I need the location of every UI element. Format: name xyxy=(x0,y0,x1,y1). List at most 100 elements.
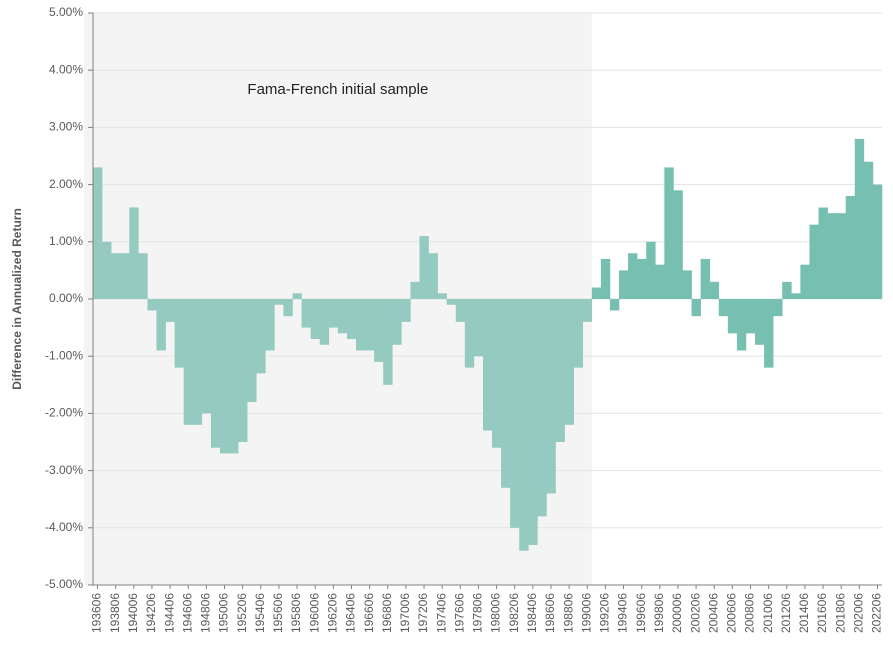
bar xyxy=(800,264,810,299)
bar xyxy=(773,299,783,317)
bar xyxy=(165,299,175,322)
bar xyxy=(455,299,466,322)
x-tick-label: 198606 xyxy=(543,593,557,633)
bar xyxy=(673,190,683,299)
bar xyxy=(628,253,638,299)
bar xyxy=(863,161,874,299)
x-tick-label: 196606 xyxy=(362,593,376,633)
bar xyxy=(138,253,148,299)
bar xyxy=(256,299,266,374)
bar xyxy=(836,213,847,299)
x-tick-label: 195806 xyxy=(289,593,303,633)
x-tick-label: 198806 xyxy=(561,593,575,633)
x-tick-label: 201206 xyxy=(779,593,793,633)
bar xyxy=(736,299,747,351)
bar xyxy=(510,299,520,528)
bar xyxy=(401,299,411,322)
bar xyxy=(446,299,457,305)
x-tick-label: 200606 xyxy=(725,593,739,633)
bar xyxy=(519,299,529,551)
bar xyxy=(129,207,139,299)
bar xyxy=(764,299,774,368)
y-tick-label: 0.00% xyxy=(49,291,83,305)
bar xyxy=(619,270,629,299)
x-tick-label: 196206 xyxy=(325,593,339,633)
x-tick-label: 197006 xyxy=(398,593,412,633)
y-tick-label: 2.00% xyxy=(49,177,83,191)
bar xyxy=(555,299,565,442)
x-tick-label: 193806 xyxy=(108,593,122,633)
bar xyxy=(346,299,357,340)
bar xyxy=(319,299,330,345)
bar xyxy=(564,299,574,425)
bar xyxy=(727,299,738,334)
y-tick-label: 5.00% xyxy=(49,5,83,19)
bar xyxy=(646,241,656,299)
bar xyxy=(265,299,275,351)
bar xyxy=(229,299,239,454)
y-tick-label: -5.00% xyxy=(45,577,83,591)
bar xyxy=(745,299,756,334)
bar xyxy=(183,299,194,425)
bar xyxy=(310,299,321,340)
x-tick-label: 197206 xyxy=(416,593,430,633)
bar xyxy=(682,270,692,299)
bar xyxy=(156,299,166,351)
bar xyxy=(482,299,493,431)
x-tick-label: 200206 xyxy=(688,593,702,633)
x-tick-label: 195406 xyxy=(253,593,267,633)
bar xyxy=(383,299,393,385)
x-tick-label: 201806 xyxy=(833,593,847,633)
bar xyxy=(718,299,729,317)
bar xyxy=(247,299,257,402)
y-tick-label: -3.00% xyxy=(45,463,83,477)
bar xyxy=(492,299,502,448)
bar xyxy=(818,207,828,299)
bar xyxy=(174,299,184,368)
bar xyxy=(419,236,429,299)
x-tick-label: 194606 xyxy=(180,593,194,633)
x-tick-label: 200806 xyxy=(743,593,757,633)
bar xyxy=(782,281,792,299)
x-tick-label: 200006 xyxy=(670,593,684,633)
bar xyxy=(473,299,484,357)
bar xyxy=(501,299,511,488)
highlight-label: Fama-French initial sample xyxy=(247,81,428,98)
bar xyxy=(219,299,230,454)
bar xyxy=(591,287,602,299)
x-tick-label: 193606 xyxy=(90,593,104,633)
bar xyxy=(356,299,366,351)
x-tick-label: 195206 xyxy=(235,593,249,633)
bar xyxy=(301,299,311,328)
bar xyxy=(546,299,556,494)
y-tick-label: 3.00% xyxy=(49,120,83,134)
bar xyxy=(283,299,293,317)
bar xyxy=(755,299,765,345)
bar xyxy=(854,138,865,299)
bar xyxy=(274,299,284,305)
x-tick-label: 201406 xyxy=(797,593,811,633)
bar xyxy=(410,281,420,299)
x-tick-label: 194406 xyxy=(162,593,176,633)
bar xyxy=(700,258,710,299)
bar xyxy=(120,253,130,299)
x-tick-label: 202006 xyxy=(851,593,865,633)
x-tick-label: 201606 xyxy=(815,593,829,633)
x-tick-label: 202206 xyxy=(870,593,884,633)
x-tick-label: 199206 xyxy=(598,593,612,633)
bar xyxy=(238,299,248,442)
bar xyxy=(845,196,856,299)
x-tick-label: 196006 xyxy=(307,593,321,633)
bar xyxy=(637,258,647,299)
bar xyxy=(791,293,801,299)
bar xyxy=(809,224,819,299)
bar xyxy=(691,299,701,317)
bar xyxy=(582,299,593,322)
bar xyxy=(102,241,112,299)
bar xyxy=(573,299,584,368)
x-tick-label: 199006 xyxy=(579,593,593,633)
x-tick-label: 198406 xyxy=(525,593,539,633)
x-tick-label: 198206 xyxy=(507,593,521,633)
x-tick-label: 195606 xyxy=(271,593,285,633)
